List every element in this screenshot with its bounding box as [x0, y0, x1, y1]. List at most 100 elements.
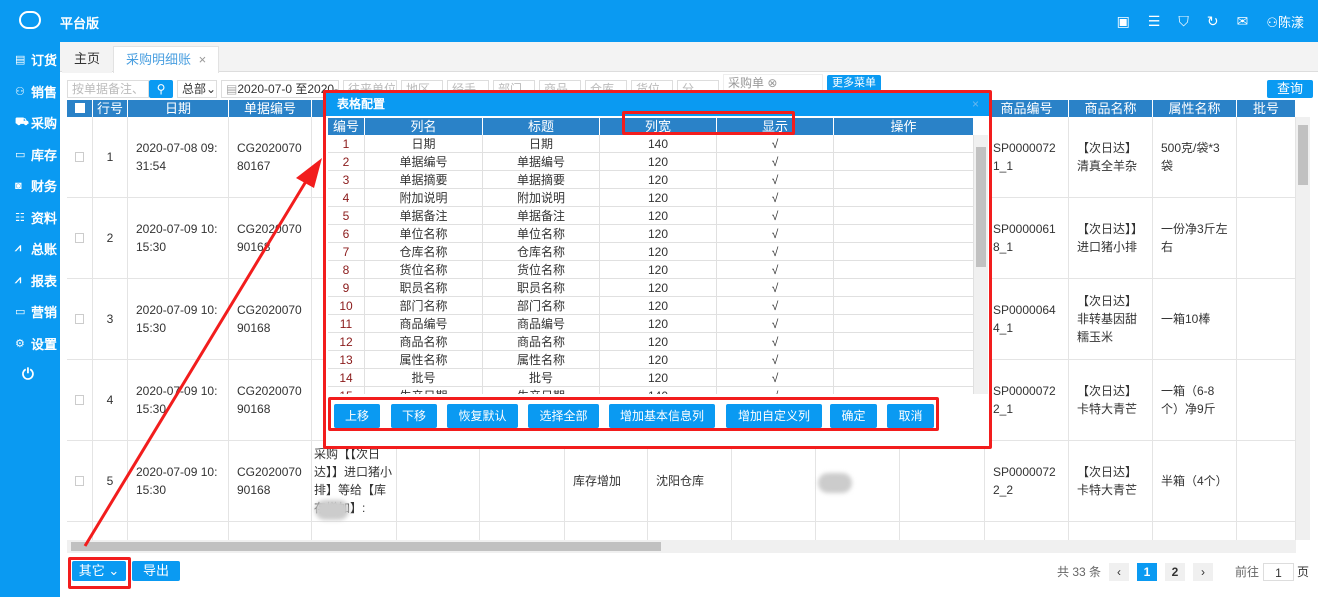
config-row-cell[interactable]: √: [717, 297, 834, 315]
column-header[interactable]: 商品名称: [1069, 100, 1153, 117]
column-header[interactable]: 批号: [1237, 100, 1296, 117]
sidebar-item-8[interactable]: ▭ 营销: [0, 296, 60, 328]
cart-icon: ⛟: [15, 115, 29, 128]
horizontal-scrollbar[interactable]: [67, 540, 1296, 553]
sidebar-item-0[interactable]: ▤ 订货: [0, 44, 60, 76]
sidebar-item-4[interactable]: ◙ 财务: [0, 170, 60, 202]
query-button[interactable]: 查询: [1267, 80, 1313, 98]
config-row-cell[interactable]: √: [717, 153, 834, 171]
config-row-cell: [834, 369, 974, 387]
config-row-cell: 批号: [483, 369, 600, 387]
calendar-icon[interactable]: ▣: [1116, 13, 1130, 29]
dialog-button-7[interactable]: 取消: [887, 404, 934, 428]
menu-icon[interactable]: ☰: [1147, 13, 1161, 29]
sidebar-item-7[interactable]: ⩘ 报表: [0, 265, 60, 297]
config-row-cell[interactable]: √: [717, 189, 834, 207]
grid-cell: 2020-07-09 10:15:30: [128, 441, 229, 522]
config-row-cell[interactable]: √: [717, 207, 834, 225]
row-checkbox[interactable]: [75, 476, 84, 486]
config-row-cell[interactable]: 120: [600, 315, 717, 333]
column-header[interactable]: 属性名称: [1153, 100, 1237, 117]
sidebar-item-1[interactable]: ⚇ 销售: [0, 76, 60, 108]
tab-purchase-detail[interactable]: 采购明细账 ×: [113, 46, 220, 73]
more-menu-button[interactable]: 更多菜单: [827, 75, 881, 91]
branch-select[interactable]: 总部⌄: [177, 80, 217, 98]
column-header[interactable]: 日期: [128, 100, 229, 117]
dialog-button-2[interactable]: 恢复默认: [447, 404, 518, 428]
config-row-cell: 职员名称: [483, 279, 600, 297]
user-menu[interactable]: ⚇陈漾: [1266, 12, 1304, 31]
goto-page-input[interactable]: 1: [1263, 563, 1294, 581]
prev-page-button[interactable]: ‹: [1109, 563, 1129, 581]
page-2[interactable]: 2: [1165, 563, 1185, 581]
refresh-icon[interactable]: ↻: [1206, 13, 1219, 29]
column-header[interactable]: 商品编号: [985, 100, 1069, 117]
config-row-cell[interactable]: 120: [600, 333, 717, 351]
select-all-checkbox[interactable]: [67, 100, 93, 117]
row-checkbox[interactable]: [75, 395, 84, 405]
config-row-cell: 7: [328, 243, 365, 261]
close-icon[interactable]: ×: [198, 52, 207, 67]
other-menu-button[interactable]: 其它 ⌄: [72, 561, 126, 581]
config-row-cell[interactable]: 120: [600, 153, 717, 171]
dialog-button-6[interactable]: 确定: [830, 404, 877, 428]
config-row-cell: 单据备注: [483, 207, 600, 225]
config-row-cell[interactable]: 140: [600, 135, 717, 153]
config-row-cell[interactable]: √: [717, 387, 834, 394]
sidebar-item-label: 报表: [31, 273, 58, 289]
config-row-cell[interactable]: 120: [600, 261, 717, 279]
config-row-cell[interactable]: 120: [600, 225, 717, 243]
sidebar-item-5[interactable]: ☷ 资料: [0, 202, 60, 234]
dialog-button-3[interactable]: 选择全部: [528, 404, 599, 428]
sidebar-item-2[interactable]: ⛟ 采购: [0, 107, 60, 139]
row-checkbox[interactable]: [75, 233, 84, 243]
dialog-scrollbar[interactable]: [974, 135, 988, 394]
config-row-cell[interactable]: √: [717, 279, 834, 297]
config-row-cell[interactable]: 120: [600, 171, 717, 189]
shirt-icon[interactable]: ⛉: [1178, 13, 1189, 29]
config-row-cell[interactable]: √: [717, 315, 834, 333]
sidebar-item-6[interactable]: ⩘ 总账: [0, 233, 60, 265]
config-row-cell[interactable]: √: [717, 369, 834, 387]
tab-home[interactable]: 主页: [62, 46, 112, 73]
power-icon[interactable]: ⏻: [22, 366, 34, 384]
config-row-cell[interactable]: 140: [600, 387, 717, 394]
config-row-cell[interactable]: √: [717, 243, 834, 261]
config-row-cell[interactable]: 120: [600, 207, 717, 225]
config-row-cell: 附加说明: [483, 189, 600, 207]
next-page-button[interactable]: ›: [1193, 563, 1213, 581]
date-range-input[interactable]: ▤2020-07-0 至2020-09-0: [221, 80, 339, 98]
export-button[interactable]: 导出: [132, 561, 180, 581]
config-row-cell[interactable]: √: [717, 333, 834, 351]
config-row-cell[interactable]: √: [717, 171, 834, 189]
column-header[interactable]: 单据编号: [229, 100, 312, 117]
close-icon[interactable]: ×: [971, 97, 979, 111]
config-row-cell[interactable]: 120: [600, 369, 717, 387]
dialog-button-0[interactable]: 上移: [334, 404, 380, 428]
sidebar-item-9[interactable]: ⚙ 设置: [0, 328, 60, 360]
row-checkbox[interactable]: [75, 152, 84, 162]
config-row-cell[interactable]: 120: [600, 189, 717, 207]
sidebar-item-3[interactable]: ▭ 库存: [0, 139, 60, 171]
row-checkbox[interactable]: [75, 314, 84, 324]
config-row-cell: 附加说明: [365, 189, 483, 207]
vertical-scrollbar[interactable]: [1296, 117, 1310, 540]
config-row-cell[interactable]: 120: [600, 279, 717, 297]
config-row-cell[interactable]: 120: [600, 297, 717, 315]
column-header[interactable]: 行号: [93, 100, 128, 117]
search-button[interactable]: ⚲: [149, 80, 173, 98]
config-row-cell[interactable]: √: [717, 351, 834, 369]
dialog-button-4[interactable]: 增加基本信息列: [609, 404, 715, 428]
config-row-cell: 单位名称: [483, 225, 600, 243]
config-row-cell[interactable]: √: [717, 135, 834, 153]
config-row-cell[interactable]: 120: [600, 243, 717, 261]
dialog-button-1[interactable]: 下移: [391, 404, 437, 428]
page-1[interactable]: 1: [1137, 563, 1157, 581]
config-row-cell[interactable]: √: [717, 261, 834, 279]
search-input[interactable]: 按单据备注、: [67, 80, 149, 98]
config-row-cell[interactable]: √: [717, 225, 834, 243]
mail-icon[interactable]: ✉: [1236, 13, 1249, 29]
dialog-button-5[interactable]: 增加自定义列: [726, 404, 822, 428]
config-header: 列名: [365, 118, 483, 135]
config-row-cell[interactable]: 120: [600, 351, 717, 369]
